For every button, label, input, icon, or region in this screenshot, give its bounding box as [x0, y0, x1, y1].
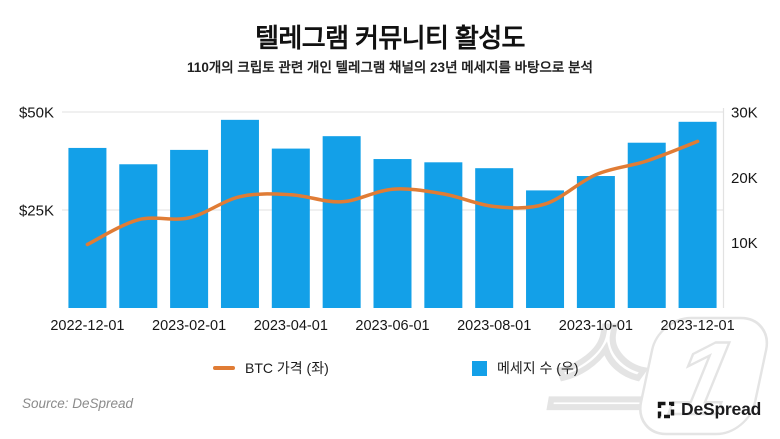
left-axis-tick-$25K: $25K	[19, 203, 54, 220]
legend-label-message-count: 메세지 수 (우)	[497, 360, 579, 376]
x-axis-tick-2023-06-01: 2023-06-01	[355, 318, 429, 334]
bar-2023-06-01	[373, 159, 412, 308]
x-axis-tick-2023-10-01: 2023-10-01	[559, 318, 633, 334]
bar-2023-08-01	[475, 168, 514, 308]
bar-2023-11-01	[627, 142, 666, 308]
bar-2023-09-01	[526, 190, 565, 308]
right-axis-tick-30K: 30K	[731, 105, 758, 122]
x-axis-tick-2022-12-01: 2022-12-01	[50, 318, 124, 334]
legend-label-btc-price: BTC 가격 (좌)	[245, 360, 329, 376]
source-note: Source: DeSpread	[22, 396, 134, 411]
despread-brand-name: DeSpread	[681, 399, 762, 419]
x-axis-tick-2023-04-01: 2023-04-01	[254, 318, 328, 334]
bar-2023-12-01	[678, 121, 717, 308]
right-axis-tick-10K: 10K	[731, 235, 758, 252]
page-title: 텔레그램 커뮤니티 활성도	[255, 23, 525, 53]
right-axis-tick-20K: 20K	[731, 170, 758, 187]
bar-2023-07-01	[424, 162, 463, 308]
page-subtitle: 110개의 크립토 관련 개인 텔레그램 채널의 23년 메세지를 바탕으로 분…	[187, 60, 593, 75]
bar-2023-01-01	[119, 164, 158, 308]
x-axis-tick-2023-02-01: 2023-02-01	[152, 318, 226, 334]
x-axis-tick-2023-12-01: 2023-12-01	[660, 318, 734, 334]
bar-2023-04-01	[271, 148, 310, 308]
despread-logo: DeSpread	[657, 399, 761, 420]
left-axis-tick-$50K: $50K	[19, 105, 54, 122]
bar-2022-12-01	[68, 147, 107, 308]
message-bar-marker-icon	[472, 360, 487, 376]
bar-2023-02-01	[170, 149, 209, 308]
btc-price-line	[85, 139, 700, 247]
bar-2023-03-01	[220, 119, 259, 308]
btc-line-marker-icon	[213, 366, 235, 370]
x-axis-tick-2023-08-01: 2023-08-01	[457, 318, 531, 334]
bar-2023-10-01	[576, 176, 615, 308]
legend-item-message-count: 메세지 수 (우)	[472, 359, 579, 377]
legend-item-btc-price: BTC 가격 (좌)	[213, 359, 329, 377]
bar-2023-05-01	[322, 136, 361, 308]
despread-brackets-icon	[657, 401, 675, 418]
